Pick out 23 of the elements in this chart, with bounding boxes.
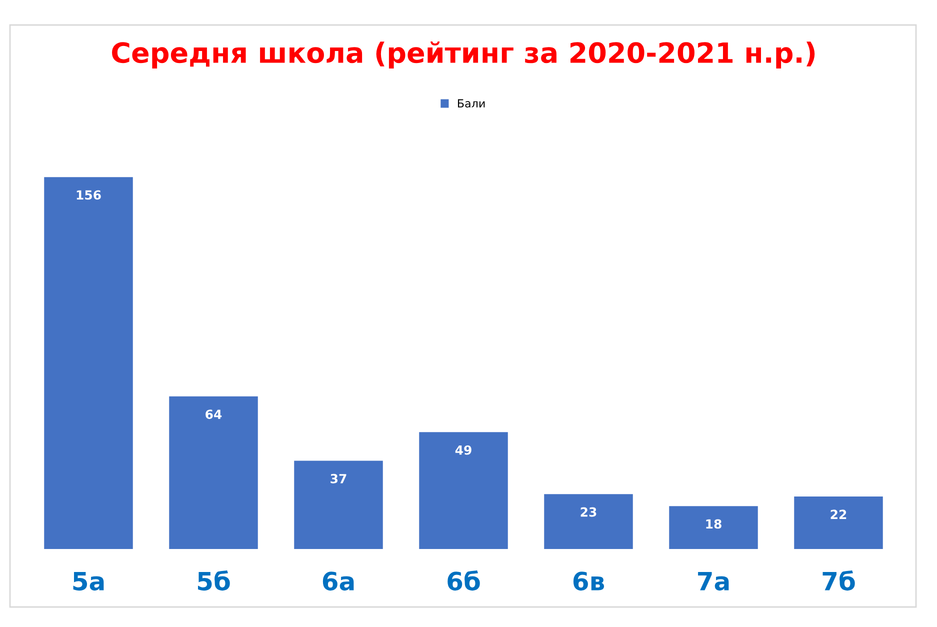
data-label: 156 — [76, 190, 101, 200]
bar — [44, 177, 133, 549]
data-label: 49 — [455, 445, 472, 455]
bar — [419, 432, 508, 549]
chart-title: Середня школа (рейтинг за 2020-2021 н.р.) — [112, 41, 815, 69]
x-tick-label: 7а — [698, 572, 729, 591]
x-tick-label: 5б — [198, 570, 230, 591]
x-tick-label: 6в — [573, 572, 604, 591]
data-label: 22 — [830, 510, 846, 519]
data-label: 64 — [206, 410, 222, 420]
data-label: 37 — [330, 474, 346, 484]
bar — [669, 506, 758, 549]
x-tick-label: 7б — [822, 570, 855, 591]
bar — [544, 494, 633, 549]
bar — [794, 496, 883, 549]
bar — [294, 460, 383, 549]
x-tick-label: 5а — [73, 572, 104, 591]
legend-label: Бали — [458, 99, 485, 108]
x-tick-label: 6а — [322, 572, 354, 591]
bar — [169, 396, 258, 549]
data-label: 18 — [706, 519, 722, 529]
x-tick-label: 6б — [448, 570, 480, 591]
data-label: 23 — [580, 507, 596, 517]
